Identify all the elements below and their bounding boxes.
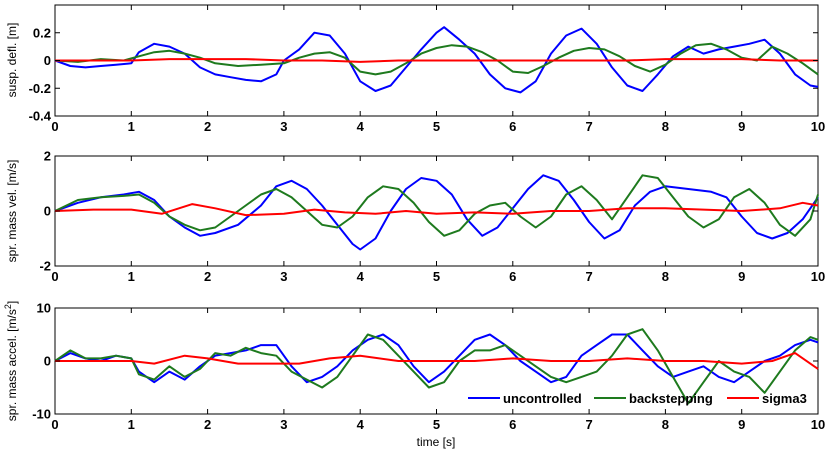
x-tick-label: 9 [738,269,745,284]
x-tick-label: 4 [357,269,365,284]
x-tick-label: 0 [51,417,58,432]
x-tick-label: 4 [357,119,365,134]
tick-layer-2: 0 1 2 3 4 5 6 7 8 9 10-202 [39,149,825,285]
legend: uncontrolled backstepping sigma3 [468,391,807,406]
x-tick-label: 3 [280,269,287,284]
y-axis-label-3-end: ] [5,301,19,304]
tick-layer-1: 0 1 2 3 4 5 6 7 8 9 10 -0.4 -0.2 0 0.2 [29,5,825,134]
x-tick-label: 7 [585,119,592,134]
y-axis-label-3-sup: 2 [3,304,13,309]
y-tick-label: -2 [39,259,51,274]
x-tick-label: 5 [433,269,440,284]
series-layer-3 [54,328,819,405]
x-tick-label: 2 [204,417,211,432]
x-tick-label: 5 [433,417,440,432]
x-tick-label: 1 [128,417,135,432]
x-tick-label: 3 [280,119,287,134]
subplot-suspension-deflection: 0 1 2 3 4 5 6 7 8 9 10 -0.4 -0.2 0 0.2 susp. defl. [m] [5,4,825,134]
x-tick-label: 3 [280,417,287,432]
y-tick-label: 0 [44,53,51,68]
series-layer-2 [54,174,819,251]
x-tick-label: 8 [662,417,669,432]
x-tick-label: 1 [128,119,135,134]
x-tick-label: 0 [51,119,58,134]
x-tick-label: 8 [662,269,669,284]
y-tick-label: 0.2 [33,25,51,40]
x-tick-label: 0 [51,269,58,284]
y-axis-label-3-main: spr. mass accel. [m/s [5,309,19,421]
subplot-sprung-mass-velocity: 0 1 2 3 4 5 6 7 8 9 10-202 spr. mass vel. [m/s] [5,149,825,285]
x-tick-label: 6 [509,269,516,284]
series-uncontrolled-line [54,26,819,94]
legend-label-uncontrolled: uncontrolled [503,391,582,406]
y-tick-label: -0.4 [29,109,52,124]
y-axis-label-1: susp. defl. [m] [5,23,19,98]
series-uncontrolled-line [54,174,819,251]
y-tick-label: 0 [44,204,51,219]
series-uncontrolled-line [54,333,819,384]
x-tick-label: 8 [662,119,669,134]
x-tick-label: 10 [811,269,825,284]
x-tick-label: 4 [357,417,365,432]
y-axis-label-2: spr. mass vel. [m/s] [5,160,19,263]
x-tick-label: 7 [585,269,592,284]
x-tick-label: 9 [738,417,745,432]
plot-area-2 [54,155,819,267]
y-axis-label-3: spr. mass accel. [m/s2] [3,301,19,421]
legend-label-backstepping: backstepping [629,391,713,406]
series-sigma3-line [54,201,819,217]
series-layer-1 [54,26,819,94]
x-tick-label: 10 [811,119,825,134]
y-tick-label: 2 [44,149,51,164]
x-tick-label: 7 [585,417,592,432]
y-tick-label: 0 [44,354,51,369]
x-tick-label: 5 [433,119,440,134]
x-tick-label: 2 [204,269,211,284]
series-sigma3-line [55,352,819,370]
x-tick-label: 9 [738,119,745,134]
x-tick-label: 6 [509,417,516,432]
x-tick-label: 6 [509,119,516,134]
series-backstepping-line [54,42,819,76]
x-tick-label: 1 [128,269,135,284]
y-tick-label: -10 [32,407,51,422]
x-tick-label: 2 [204,119,211,134]
x-axis-label: time [s] [417,435,456,449]
series-backstepping-line [54,174,819,237]
series-sigma3-line [55,58,818,63]
y-tick-label: -0.2 [29,81,51,96]
series-backstepping-line [54,328,819,405]
y-tick-label: 10 [37,301,51,316]
x-tick-label: 10 [811,417,825,432]
legend-label-sigma3: sigma3 [762,391,807,406]
